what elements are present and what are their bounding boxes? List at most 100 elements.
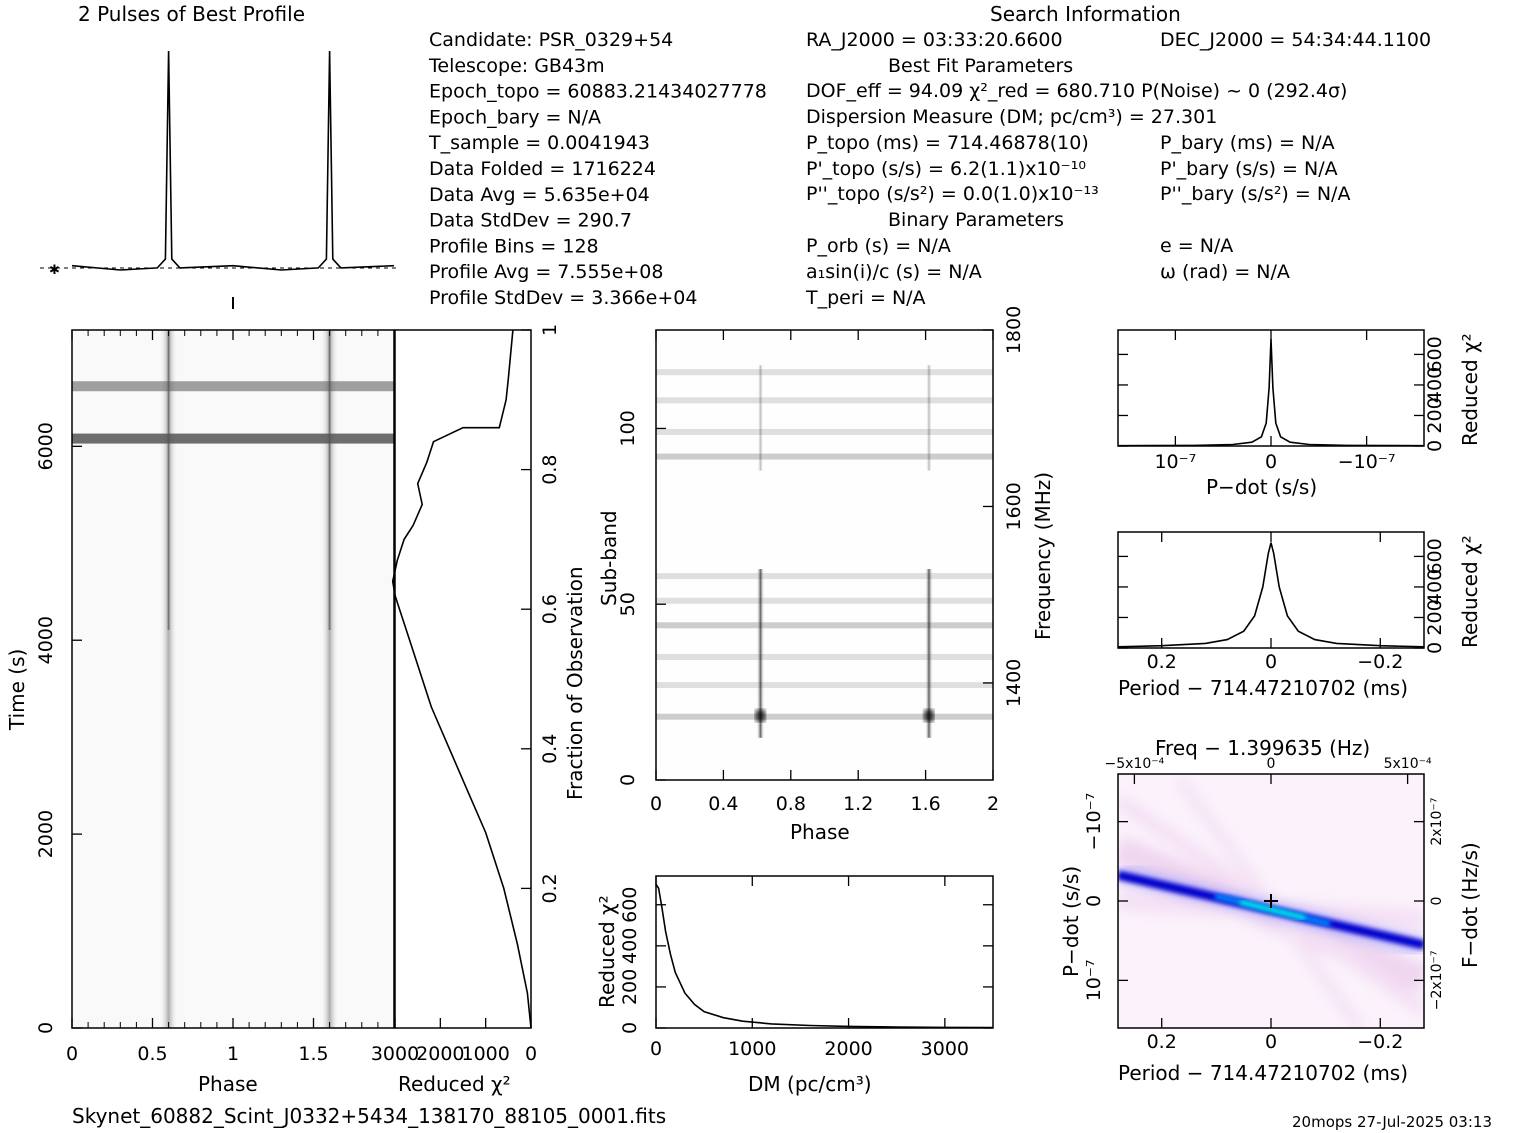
p-pdot-x2tick-label-0: −5x10⁻⁴: [1105, 756, 1165, 772]
p-pdot-y2label: F−dot (Hz/s): [1458, 842, 1482, 968]
time-phase-xtick-label-1: 0.5: [137, 1043, 167, 1065]
chi2-fraction-ytick-label-4: 1: [539, 324, 561, 336]
info-line-9: Profile Avg = 7.555e+08: [429, 261, 664, 283]
period-chi2-ytick-label-1: 200: [1424, 599, 1446, 635]
dm-chi2-ylabel: Reduced χ²: [595, 895, 619, 1008]
asini-text: a₁sin(i)/c (s) = N/A: [806, 261, 982, 283]
subband-ytick-label-2: 100: [617, 410, 639, 446]
period-chi2-ytick-label-0: 0: [1424, 642, 1446, 654]
subband-pulse-peak-0: [755, 709, 766, 722]
subband-band-5: [656, 573, 993, 580]
subband-band-0: [656, 713, 993, 720]
period-chi2-frame: [1117, 531, 1425, 649]
period-chi2-xtick-label-0: 0.2: [1147, 651, 1177, 673]
period-chi2-ytick-label-3: 600: [1424, 538, 1446, 574]
time-phase-band-0: [72, 433, 394, 444]
pddbary-text: P''_bary (s/s²) = N/A: [1160, 183, 1350, 205]
profile-plot: ✱: [40, 50, 396, 309]
time-phase-ytick-label-0: 0: [35, 1022, 57, 1034]
subband-xtick-label-0: 0: [650, 793, 662, 815]
pdot-chi2-ytick-label-2: 400: [1424, 367, 1446, 403]
subband-pulse-peak-1: [923, 709, 934, 722]
chi2-fraction-ylabel: Fraction of Observation: [563, 566, 587, 800]
chi2-fraction-ytick-label-0: 0.2: [539, 873, 561, 903]
chi2-fraction-xtick-label-2: 1000: [461, 1043, 509, 1065]
subband-freq-ytick-label-0: 1400: [1003, 659, 1025, 707]
period-chi2-xtick-label-2: −0.2: [1357, 651, 1403, 673]
pdot-chi2-xlabel: P−dot (s/s): [1206, 475, 1317, 499]
pdot-chi2-ytick-label-0: 0: [1424, 440, 1446, 452]
info-column-left: Candidate: PSR_0329+54 Telescope: GB43m Ep…: [428, 29, 767, 309]
subband-pulse-high-0: [757, 365, 764, 471]
subband-phase-plot: 0 0.4 0.8 1.2 1.6 2 0 50 100 1400 1600 1800 Phase S…: [597, 306, 1055, 844]
period-chi2-xlabel: Period − 714.47210702 (ms): [1118, 676, 1408, 700]
info-line-3: Epoch_bary = N/A: [429, 106, 601, 128]
ecc-text: e = N/A: [1160, 235, 1233, 257]
info-line-4: T_sample = 0.0041943: [428, 132, 650, 154]
subband-xlabel: Phase: [790, 820, 850, 844]
pddtopo-text: P''_topo (s/s²) = 0.0(1.0)x10⁻¹³: [806, 183, 1099, 205]
info-line-2: Epoch_topo = 60883.21434027778: [429, 81, 767, 103]
pdot-chi2-xtick-label-2: −10⁻⁷: [1338, 451, 1396, 473]
pdtopo-text: P'_topo (s/s) = 6.2(1.1)x10⁻¹⁰: [806, 158, 1086, 180]
subband-band-1: [656, 682, 993, 689]
time-phase-ytick-label-2: 4000: [35, 616, 57, 664]
binary-title: Binary Parameters: [888, 209, 1064, 231]
chi2-fraction-xtick-label-3: 0: [525, 1043, 537, 1065]
subband-band-3: [656, 622, 993, 629]
info-line-5: Data Folded = 1716224: [429, 158, 656, 180]
p-pdot-xtick-label-0: 0.2: [1147, 1031, 1177, 1053]
time-phase-plot: 0 0.5 1 1.5 0 2000 4000 6000 Phase Time (s): [5, 329, 395, 1096]
chi2-fraction-ytick-label-3: 0.8: [539, 454, 561, 484]
ra-text: RA_J2000 = 03:33:20.6600: [806, 29, 1063, 51]
dm-chi2-ytick-label-2: 400: [619, 928, 641, 964]
subband-band-7: [656, 428, 993, 435]
time-phase-ytick-label-3: 6000: [35, 422, 57, 470]
dm-chi2-curve: [655, 883, 994, 1029]
subband-y2label: Frequency (MHz): [1031, 472, 1055, 640]
p-pdot-y2tick-label-0: 2x10⁻⁷: [1429, 798, 1445, 846]
dm-chi2-xtick-label-0: 0: [650, 1038, 662, 1060]
search-title: Search Information: [990, 2, 1181, 26]
dm-chi2-ytick-label-0: 0: [619, 1022, 641, 1034]
dm-chi2-xtick-label-1: 1000: [728, 1038, 776, 1060]
time-phase-xtick-label-2: 1: [227, 1043, 239, 1065]
pdot-chi2-curve: [1117, 339, 1425, 447]
time-phase-background: [72, 330, 394, 1028]
subband-band-8: [656, 397, 993, 404]
subband-frame: [655, 329, 994, 781]
p-pdot-ytick-label-1: 0: [1083, 895, 1105, 907]
chi2-fraction-ytick-label-2: 0.6: [539, 594, 561, 624]
subband-ylabel: Sub-band: [597, 510, 621, 606]
p-pdot-xlabel: Period − 714.47210702 (ms): [1118, 1061, 1408, 1085]
subband-pulse-high-1: [925, 365, 932, 471]
footer-filename: Skynet_60882_Scint_J0332+5434_138170_881…: [72, 1104, 666, 1128]
p-pdot-best-marker: [1264, 894, 1278, 908]
p-pdot-plot: 0.2 0 −0.2 −5x10⁻⁴ 0 5x10⁻⁴ −10⁻⁷ 0 10⁻⁷ 2x10⁻⁷ 0 −…: [1059, 736, 1482, 1085]
omega-text: ω (rad) = N/A: [1160, 261, 1290, 283]
time-phase-xtick-label-0: 0: [66, 1043, 78, 1065]
info-line-8: Profile Bins = 128: [429, 235, 599, 257]
subband-pulse-low-1: [924, 569, 933, 738]
dm-text: Dispersion Measure (DM; pc/cm³) = 27.301: [806, 106, 1217, 128]
subband-freq-ytick-label-2: 1800: [1003, 306, 1025, 354]
pbary-text: P_bary (ms) = N/A: [1160, 132, 1335, 154]
subband-band-4: [656, 597, 993, 604]
chi2-fraction-ytick-label-1: 0.4: [539, 734, 561, 764]
time-phase-ylabel: Time (s): [5, 649, 29, 731]
p-pdot-x2tick-label-2: 5x10⁻⁴: [1384, 756, 1432, 772]
dm-chi2-ytick-label-1: 200: [619, 969, 641, 1005]
p-pdot-x2tick-label-1: 0: [1267, 756, 1276, 772]
p-pdot-y2tick-label-1: 0: [1429, 897, 1445, 906]
subband-xtick-label-3: 1.2: [843, 793, 873, 815]
porb-text: P_orb (s) = N/A: [806, 235, 951, 257]
subband-xtick-label-5: 2: [987, 793, 999, 815]
period-chi2-ytick-label-2: 400: [1424, 569, 1446, 605]
p-pdot-xtick-label-2: −0.2: [1357, 1031, 1403, 1053]
p-pdot-xtick-label-1: 0: [1265, 1031, 1277, 1053]
p-pdot-ylabel: P−dot (s/s): [1059, 866, 1083, 977]
